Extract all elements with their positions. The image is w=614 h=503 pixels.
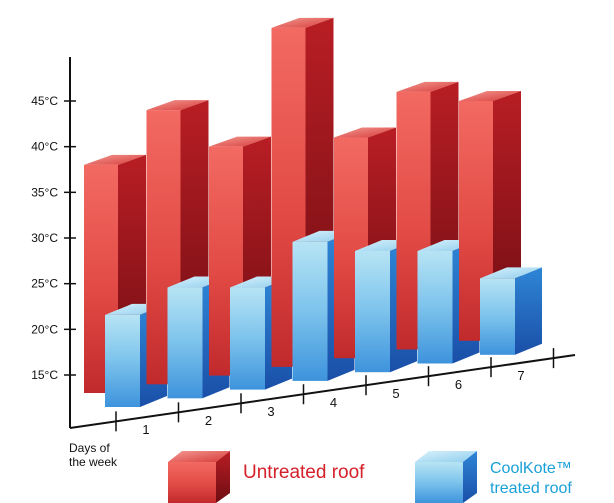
bar-untreated-5-top	[334, 127, 396, 138]
x-tick-label: 2	[205, 413, 212, 428]
bar-treated-5-front	[355, 251, 390, 373]
bar-treated-2-front	[167, 287, 203, 399]
legend-label-untreated: Untreated roof	[243, 462, 365, 483]
bar-untreated-4-top	[271, 17, 334, 28]
x-tick-label: 5	[392, 386, 399, 401]
bar-untreated-1-top	[84, 154, 146, 165]
bar-treated-3-front	[230, 287, 265, 390]
bar-untreated-3-top	[209, 136, 271, 147]
x-tick-label: 6	[455, 377, 462, 392]
x-tick-label: 3	[267, 404, 274, 419]
bar-treated-1-front	[105, 314, 140, 407]
x-axis-label-line1: Days of	[69, 441, 110, 455]
y-tick-label: 35°C	[31, 185, 58, 199]
legend-swatch-treated	[415, 451, 477, 503]
x-tick-label: 4	[330, 395, 337, 410]
legend: Untreated roof CoolKote™ treated roof	[168, 451, 572, 503]
y-tick-label: 30°C	[31, 231, 58, 245]
y-tick-label: 20°C	[31, 322, 58, 336]
y-tick-label: 25°C	[31, 277, 58, 291]
bar-untreated-7-top	[459, 91, 521, 101]
bar-treated-6-front	[417, 251, 453, 364]
bar-untreated-6-top	[396, 81, 459, 92]
x-tick-label: 7	[517, 368, 524, 383]
y-tick-label: 15°C	[31, 368, 58, 382]
bar-treated-7	[480, 267, 542, 355]
y-tick-label: 40°C	[31, 140, 58, 154]
x-tick-label: 1	[142, 422, 149, 437]
legend-label-treated-line1: CoolKote™	[490, 460, 572, 477]
y-tick-label: 45°C	[31, 94, 58, 108]
bar-treated-7-top	[480, 267, 542, 279]
bar-treated-7-side	[515, 267, 542, 355]
legend-label-treated-line2: treated roof	[490, 480, 572, 497]
x-axis-label-line2: the week	[69, 455, 118, 469]
bar-untreated-2-top	[146, 100, 209, 111]
bar-treated-7-front	[480, 278, 515, 355]
legend-swatch-untreated	[168, 451, 230, 503]
bar-treated-4-front	[292, 241, 328, 381]
